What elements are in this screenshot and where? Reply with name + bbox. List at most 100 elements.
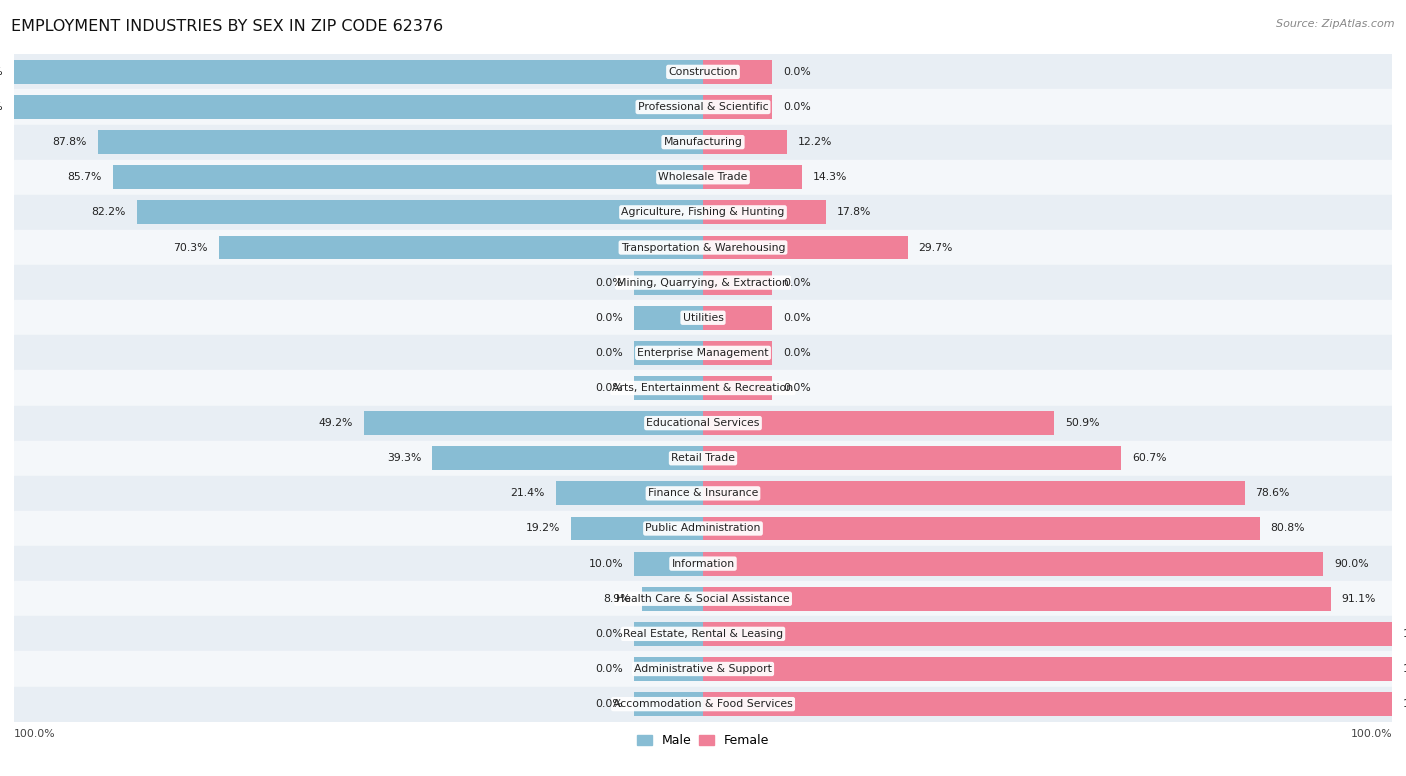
- Bar: [703, 165, 801, 189]
- Text: 82.2%: 82.2%: [91, 207, 125, 217]
- Text: Mining, Quarrying, & Extraction: Mining, Quarrying, & Extraction: [617, 278, 789, 288]
- Bar: [432, 446, 703, 470]
- Bar: [14, 370, 1392, 406]
- Text: 100.0%: 100.0%: [0, 102, 3, 112]
- Text: Educational Services: Educational Services: [647, 418, 759, 428]
- Bar: [14, 616, 1392, 651]
- Text: 100.0%: 100.0%: [1403, 664, 1406, 674]
- Text: Accommodation & Food Services: Accommodation & Food Services: [613, 699, 793, 709]
- Text: 100.0%: 100.0%: [14, 729, 56, 740]
- Bar: [634, 306, 703, 330]
- Bar: [14, 95, 703, 119]
- Text: 0.0%: 0.0%: [595, 629, 623, 639]
- Text: 0.0%: 0.0%: [783, 102, 811, 112]
- Bar: [634, 271, 703, 295]
- Text: 0.0%: 0.0%: [595, 699, 623, 709]
- Text: 12.2%: 12.2%: [799, 137, 832, 147]
- Text: 60.7%: 60.7%: [1132, 453, 1167, 463]
- Text: 0.0%: 0.0%: [595, 383, 623, 393]
- Text: 80.8%: 80.8%: [1271, 524, 1305, 533]
- Text: 100.0%: 100.0%: [0, 67, 3, 77]
- Text: 100.0%: 100.0%: [1350, 729, 1392, 740]
- Text: 17.8%: 17.8%: [837, 207, 872, 217]
- Text: 0.0%: 0.0%: [783, 278, 811, 288]
- Bar: [703, 552, 1323, 576]
- Bar: [136, 200, 703, 224]
- Text: 14.3%: 14.3%: [813, 172, 846, 182]
- Bar: [14, 511, 1392, 546]
- Bar: [14, 546, 1392, 581]
- Bar: [703, 271, 772, 295]
- Legend: Male, Female: Male, Female: [631, 729, 775, 752]
- Text: 91.1%: 91.1%: [1341, 594, 1376, 604]
- Text: 78.6%: 78.6%: [1256, 488, 1289, 498]
- Bar: [112, 165, 703, 189]
- Bar: [14, 60, 703, 84]
- Text: 87.8%: 87.8%: [52, 137, 87, 147]
- Text: 0.0%: 0.0%: [595, 278, 623, 288]
- Text: Manufacturing: Manufacturing: [664, 137, 742, 147]
- Bar: [703, 622, 1392, 646]
- Text: Utilities: Utilities: [682, 313, 724, 323]
- Bar: [634, 657, 703, 681]
- Bar: [364, 411, 703, 435]
- Bar: [634, 552, 703, 576]
- Bar: [14, 265, 1392, 300]
- Text: 0.0%: 0.0%: [595, 348, 623, 358]
- Bar: [14, 160, 1392, 195]
- Bar: [555, 481, 703, 505]
- Bar: [634, 341, 703, 365]
- Text: 39.3%: 39.3%: [387, 453, 422, 463]
- Bar: [14, 195, 1392, 230]
- Text: Retail Trade: Retail Trade: [671, 453, 735, 463]
- Text: 85.7%: 85.7%: [67, 172, 101, 182]
- Bar: [703, 481, 1244, 505]
- Text: Construction: Construction: [668, 67, 738, 77]
- Bar: [14, 581, 1392, 616]
- Bar: [14, 687, 1392, 722]
- Bar: [14, 89, 1392, 125]
- Text: Real Estate, Rental & Leasing: Real Estate, Rental & Leasing: [623, 629, 783, 639]
- Text: 49.2%: 49.2%: [319, 418, 353, 428]
- Bar: [703, 200, 825, 224]
- Bar: [703, 60, 772, 84]
- Bar: [703, 587, 1330, 611]
- Bar: [14, 230, 1392, 265]
- Text: Agriculture, Fishing & Hunting: Agriculture, Fishing & Hunting: [621, 207, 785, 217]
- Bar: [219, 236, 703, 259]
- Bar: [14, 651, 1392, 687]
- Text: Wholesale Trade: Wholesale Trade: [658, 172, 748, 182]
- Text: Finance & Insurance: Finance & Insurance: [648, 488, 758, 498]
- Bar: [703, 306, 772, 330]
- Bar: [641, 587, 703, 611]
- Text: Transportation & Warehousing: Transportation & Warehousing: [621, 243, 785, 252]
- Bar: [98, 130, 703, 154]
- Bar: [14, 54, 1392, 89]
- Bar: [703, 517, 1260, 540]
- Bar: [634, 376, 703, 400]
- Bar: [14, 125, 1392, 160]
- Bar: [703, 95, 772, 119]
- Text: 50.9%: 50.9%: [1064, 418, 1099, 428]
- Text: EMPLOYMENT INDUSTRIES BY SEX IN ZIP CODE 62376: EMPLOYMENT INDUSTRIES BY SEX IN ZIP CODE…: [11, 19, 443, 34]
- Bar: [14, 335, 1392, 370]
- Text: Arts, Entertainment & Recreation: Arts, Entertainment & Recreation: [613, 383, 793, 393]
- Text: 0.0%: 0.0%: [783, 348, 811, 358]
- Bar: [703, 236, 908, 259]
- Bar: [703, 692, 1392, 716]
- Bar: [14, 476, 1392, 511]
- Bar: [703, 411, 1053, 435]
- Text: 10.0%: 10.0%: [589, 559, 623, 569]
- Text: 19.2%: 19.2%: [526, 524, 560, 533]
- Bar: [634, 622, 703, 646]
- Bar: [14, 406, 1392, 441]
- Text: 8.9%: 8.9%: [603, 594, 631, 604]
- Bar: [703, 130, 787, 154]
- Bar: [703, 376, 772, 400]
- Bar: [634, 692, 703, 716]
- Bar: [14, 300, 1392, 335]
- Text: 0.0%: 0.0%: [595, 313, 623, 323]
- Text: Administrative & Support: Administrative & Support: [634, 664, 772, 674]
- Bar: [703, 657, 1392, 681]
- Text: Enterprise Management: Enterprise Management: [637, 348, 769, 358]
